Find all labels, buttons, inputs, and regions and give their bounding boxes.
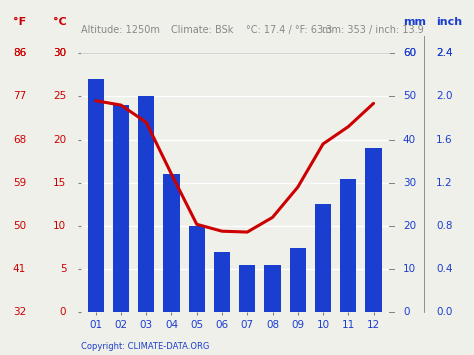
Text: Climate: BSk: Climate: BSk	[171, 25, 233, 35]
Text: °C: 17.4 / °F: 63.3: °C: 17.4 / °F: 63.3	[246, 25, 333, 35]
Bar	[214, 252, 230, 312]
Text: 30: 30	[403, 178, 416, 188]
Text: mm: mm	[403, 17, 426, 27]
Text: 0.0: 0.0	[436, 307, 453, 317]
Bar	[365, 148, 382, 312]
Bar	[290, 248, 306, 312]
Text: 2.4: 2.4	[436, 48, 453, 58]
Text: 25: 25	[53, 92, 66, 102]
Text: inch: inch	[436, 17, 462, 27]
Text: 0: 0	[60, 307, 66, 317]
Text: 50: 50	[403, 92, 416, 102]
Text: 1.6: 1.6	[436, 135, 453, 144]
Text: 40: 40	[403, 135, 416, 144]
Bar	[189, 226, 205, 312]
Text: 30: 30	[53, 48, 66, 58]
Text: °F: °F	[13, 17, 26, 27]
Text: 20: 20	[53, 135, 66, 144]
Text: 20: 20	[403, 221, 416, 231]
Text: 1.2: 1.2	[436, 178, 453, 188]
Bar	[113, 105, 129, 312]
Text: 60: 60	[403, 48, 416, 58]
Text: 5: 5	[60, 264, 66, 274]
Bar	[163, 174, 180, 312]
Text: °C: °C	[53, 17, 66, 27]
Text: 2.0: 2.0	[436, 92, 453, 102]
Bar	[315, 204, 331, 312]
Text: 86: 86	[13, 48, 26, 58]
Text: 0.8: 0.8	[436, 221, 453, 231]
Text: Altitude: 1250m: Altitude: 1250m	[81, 25, 159, 35]
Text: 15: 15	[53, 178, 66, 188]
Text: 41: 41	[13, 264, 26, 274]
Text: 32: 32	[13, 307, 26, 317]
Text: 50: 50	[13, 221, 26, 231]
Text: mm: 353 / inch: 13.9: mm: 353 / inch: 13.9	[322, 25, 424, 35]
Bar	[239, 265, 255, 312]
Bar	[88, 79, 104, 312]
Text: 77: 77	[13, 92, 26, 102]
Text: 30: 30	[53, 48, 66, 58]
Text: 86: 86	[13, 48, 26, 58]
Text: 59: 59	[13, 178, 26, 188]
Bar	[138, 97, 155, 312]
Text: 60: 60	[403, 48, 416, 58]
Text: 0.4: 0.4	[436, 264, 453, 274]
Text: 10: 10	[403, 264, 416, 274]
Text: 10: 10	[53, 221, 66, 231]
Text: 68: 68	[13, 135, 26, 144]
Text: Copyright: CLIMATE-DATA.ORG: Copyright: CLIMATE-DATA.ORG	[81, 343, 209, 351]
Text: 2.4: 2.4	[436, 48, 453, 58]
Text: 0: 0	[403, 307, 410, 317]
Bar	[264, 265, 281, 312]
Bar	[340, 179, 356, 312]
